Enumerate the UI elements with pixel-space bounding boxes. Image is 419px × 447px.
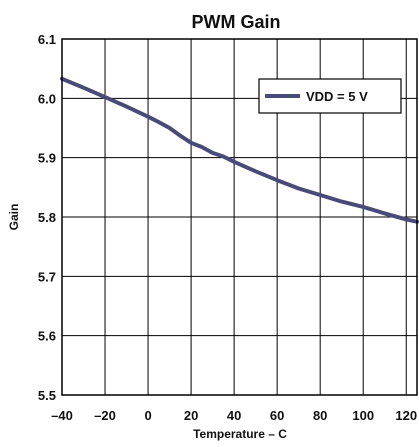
x-tick-label: –20	[94, 408, 116, 423]
x-tick-label: 80	[313, 408, 327, 423]
y-tick-label: 6.1	[38, 32, 56, 47]
x-tick-label: –40	[51, 408, 73, 423]
y-tick-labels: 5.5 5.6 5.7 5.8 5.9 6.0 6.1	[38, 32, 56, 403]
y-tick-label: 5.8	[38, 210, 56, 225]
x-tick-label: 20	[184, 408, 198, 423]
y-tick-label: 6.0	[38, 91, 56, 106]
x-tick-label: 60	[270, 408, 284, 423]
x-tick-label: 100	[352, 408, 374, 423]
x-tick-label: 0	[144, 408, 151, 423]
x-tick-label: 40	[227, 408, 241, 423]
y-tick-label: 5.7	[38, 269, 56, 284]
series-line	[60, 76, 419, 224]
legend-label: VDD = 5 V	[306, 89, 368, 104]
chart-title: PWM Gain	[192, 12, 281, 32]
y-axis-label: Gain	[7, 204, 21, 231]
plot-frame	[61, 38, 418, 396]
series-layer	[60, 76, 419, 224]
y-tick-label: 5.9	[38, 151, 56, 166]
y-tick-label: 5.5	[38, 388, 56, 403]
x-tick-labels: –40 –20 0 20 40 60 80 100 120	[51, 408, 417, 423]
y-tick-label: 5.6	[38, 329, 56, 344]
x-axis-label: Temperature – C	[193, 427, 287, 441]
x-tick-label: 120	[395, 408, 417, 423]
legend: VDD = 5 V	[258, 78, 402, 114]
